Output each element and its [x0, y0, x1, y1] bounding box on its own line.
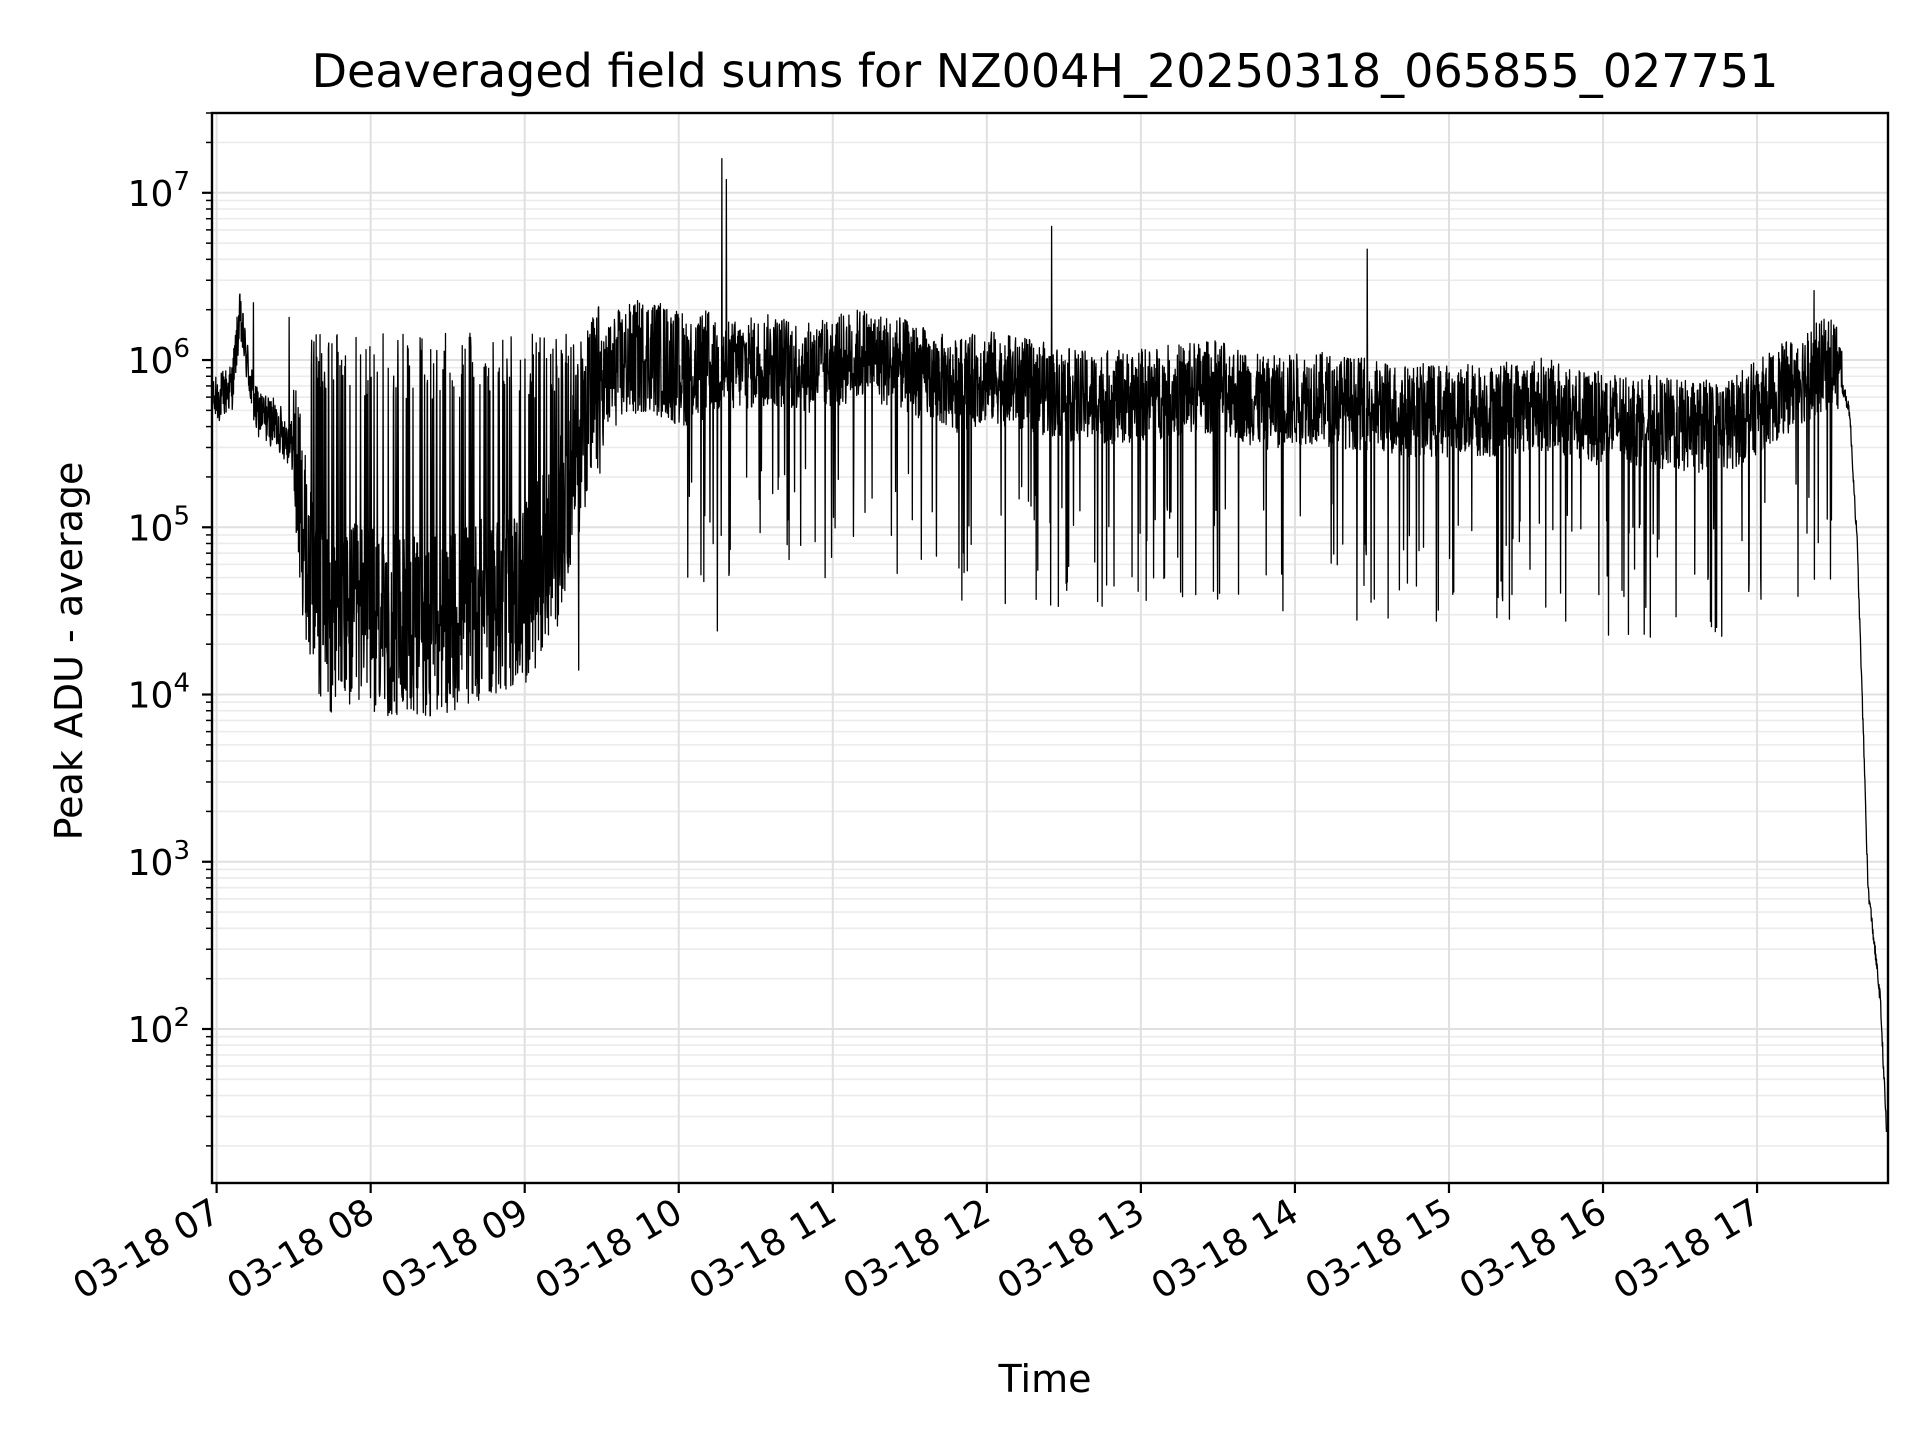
- y-tick-label: 104: [128, 669, 190, 717]
- grid: [212, 112, 1888, 1183]
- x-axis-label: Time: [998, 1357, 1092, 1401]
- series-line-peak-adu: [212, 158, 1888, 1132]
- y-tick-label: 107: [128, 167, 190, 215]
- chart-title: Deaveraged field sums for NZ004H_2025031…: [312, 44, 1779, 98]
- y-tick-labels: 102 103 104 105 106 107: [128, 167, 190, 1051]
- plot-frame: [210, 111, 1890, 1185]
- y-tick-label: 103: [128, 836, 190, 884]
- y-tick-label: 106: [128, 334, 190, 382]
- y-axis-label: Peak ADU - average: [47, 462, 91, 841]
- y-tick-label: 102: [128, 1003, 190, 1051]
- ticks: [202, 112, 1759, 1193]
- y-tick-label: 105: [128, 501, 190, 549]
- series-layer: [212, 158, 1888, 1132]
